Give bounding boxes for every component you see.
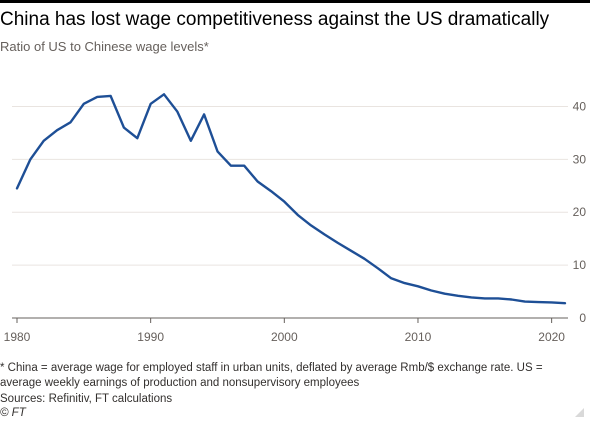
y-tick-label-0: 0 bbox=[579, 311, 586, 325]
ft-credit: © FT bbox=[0, 407, 26, 419]
x-tick-label-1980: 1980 bbox=[4, 330, 31, 344]
x-tick-label-1990: 1990 bbox=[137, 330, 164, 344]
x-tick-label-2000: 2000 bbox=[271, 330, 298, 344]
corner-mark-icon bbox=[575, 408, 584, 417]
y-tick-label-40: 40 bbox=[573, 99, 587, 113]
footnote: * China = average wage for employed staf… bbox=[0, 362, 543, 389]
x-tick-label-2020: 2020 bbox=[538, 330, 565, 344]
header-rule bbox=[0, 0, 590, 3]
y-tick-label-10: 10 bbox=[573, 258, 587, 272]
line-chart: 0 10 20 30 40 1980 1990 2000 2010 2020 bbox=[4, 93, 587, 344]
source-note: Sources: Refinitiv, FT calculations bbox=[0, 393, 173, 405]
x-tick-label-2010: 2010 bbox=[405, 330, 432, 344]
series-line-0 bbox=[15, 93, 567, 305]
chart-title: China has lost wage competitiveness agai… bbox=[0, 9, 550, 30]
y-tick-label-20: 20 bbox=[573, 205, 587, 219]
chart-subtitle: Ratio of US to Chinese wage levels* bbox=[0, 39, 209, 54]
y-tick-label-30: 30 bbox=[573, 152, 587, 166]
